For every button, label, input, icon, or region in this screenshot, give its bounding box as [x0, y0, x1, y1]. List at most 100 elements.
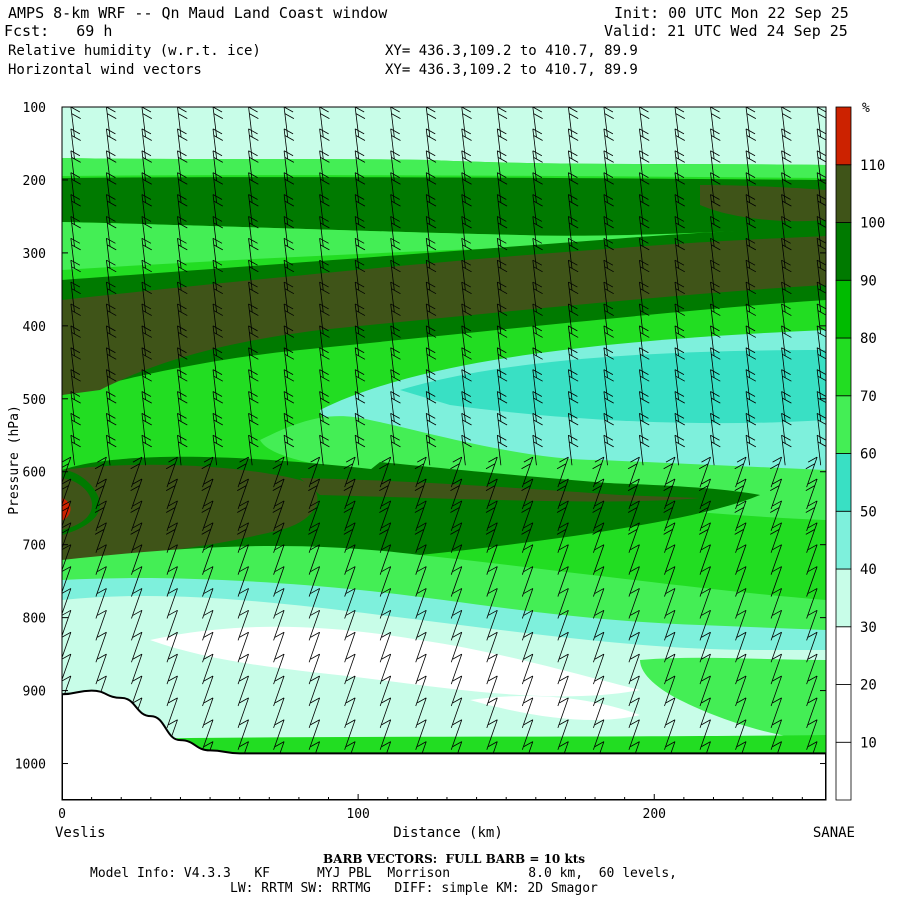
- wind-barb: [415, 675, 427, 707]
- wind-barb: [425, 172, 437, 203]
- wind-barb: [664, 719, 676, 750]
- wind-barb: [70, 391, 81, 422]
- wind-barb: [248, 259, 259, 291]
- wind-barb: [201, 478, 214, 510]
- wind-barb: [593, 631, 605, 663]
- wind-barb: [806, 675, 818, 707]
- wind-barb: [308, 697, 321, 729]
- wind-barb: [806, 719, 818, 750]
- wind-barb: [567, 237, 579, 269]
- wind-barb: [177, 128, 188, 159]
- wind-barb: [496, 172, 508, 203]
- wind-barb: [177, 303, 188, 335]
- wind-barb: [664, 566, 676, 597]
- wind-barb: [237, 631, 249, 663]
- wind-barb: [816, 347, 826, 378]
- wind-barb: [202, 566, 214, 597]
- wind-barb: [781, 369, 792, 400]
- wind-barb: [390, 172, 401, 203]
- wind-barb: [319, 347, 330, 378]
- band-light-250: [62, 222, 826, 270]
- wind-barb: [141, 281, 152, 313]
- wind-barb: [212, 128, 224, 159]
- wind-barb: [177, 172, 188, 203]
- wind-barb: [664, 697, 676, 729]
- wind-barb: [425, 150, 437, 181]
- wind-barb: [603, 107, 614, 138]
- wind-barb: [343, 478, 356, 510]
- wind-barb: [319, 150, 330, 181]
- wind-barb: [95, 588, 107, 619]
- wind-barb: [816, 150, 826, 181]
- y-tick-label: 400: [23, 320, 46, 335]
- wind-barb: [627, 478, 640, 510]
- wind-barb: [674, 413, 685, 444]
- wind-barb: [699, 653, 711, 685]
- wind-barb: [379, 588, 392, 619]
- wind-barb: [521, 478, 534, 510]
- wind-barb: [770, 697, 782, 729]
- wind-barb: [344, 544, 356, 575]
- wind-barb: [415, 609, 427, 641]
- wind-barb: [639, 391, 650, 422]
- wind-barb: [212, 347, 224, 378]
- wind-barb: [319, 369, 330, 400]
- wind-barb: [805, 500, 818, 532]
- wind-barb: [556, 500, 569, 532]
- wind-barb: [141, 434, 152, 466]
- wind-barb: [319, 128, 330, 159]
- wind-barb: [425, 128, 437, 159]
- wind-barb: [628, 609, 640, 641]
- wind-barb: [521, 719, 534, 750]
- wind-barb: [486, 631, 498, 663]
- wind-barb: [816, 325, 826, 356]
- wind-barb: [390, 303, 401, 335]
- wind-barb: [343, 522, 356, 553]
- wind-barb: [308, 500, 321, 532]
- y-axis-label: Pressure (hPa): [7, 405, 22, 515]
- wind-barb: [202, 544, 214, 575]
- wind-barb: [202, 609, 214, 641]
- wind-barb: [308, 653, 321, 685]
- wind-barb: [70, 369, 81, 400]
- wind-barb: [461, 413, 472, 444]
- wind-barb: [344, 609, 356, 641]
- wind-barb: [131, 588, 143, 619]
- wind-barb: [450, 675, 463, 707]
- wind-barb: [273, 697, 285, 729]
- wind-barb: [212, 150, 224, 181]
- wind-barb: [639, 259, 650, 291]
- wind-barb: [379, 478, 392, 510]
- wind-barb: [283, 391, 295, 422]
- wind-barb: [319, 434, 330, 466]
- wind-barb: [344, 719, 356, 750]
- wind-barb: [593, 675, 605, 707]
- wind-barb: [414, 456, 427, 488]
- band-upper-cyan: [62, 107, 826, 165]
- wind-barb: [532, 194, 543, 225]
- wind-barb: [319, 107, 330, 138]
- wind-barb: [344, 653, 356, 685]
- wind-barb: [425, 434, 437, 466]
- wind-barb: [816, 391, 826, 422]
- wind-barb: [379, 675, 392, 707]
- wind-barb: [212, 107, 224, 138]
- wind-barb: [273, 719, 285, 750]
- wind-barb: [415, 653, 427, 685]
- wind-barb: [521, 697, 534, 729]
- wind-barb: [557, 719, 569, 750]
- wind-barb: [141, 107, 152, 138]
- wind-barb: [770, 653, 782, 685]
- wind-barb: [390, 391, 401, 422]
- wind-barb: [745, 281, 757, 313]
- wind-barb: [354, 259, 366, 291]
- wind-barb: [781, 434, 792, 466]
- wind-barb: [212, 259, 224, 291]
- band-dark-220: [700, 185, 826, 222]
- wind-barb: [745, 259, 757, 291]
- wind-barb: [532, 369, 543, 400]
- wind-barb: [308, 566, 321, 597]
- wind-barb: [379, 456, 392, 488]
- wind-barb: [485, 478, 498, 510]
- wind-barb: [141, 303, 152, 335]
